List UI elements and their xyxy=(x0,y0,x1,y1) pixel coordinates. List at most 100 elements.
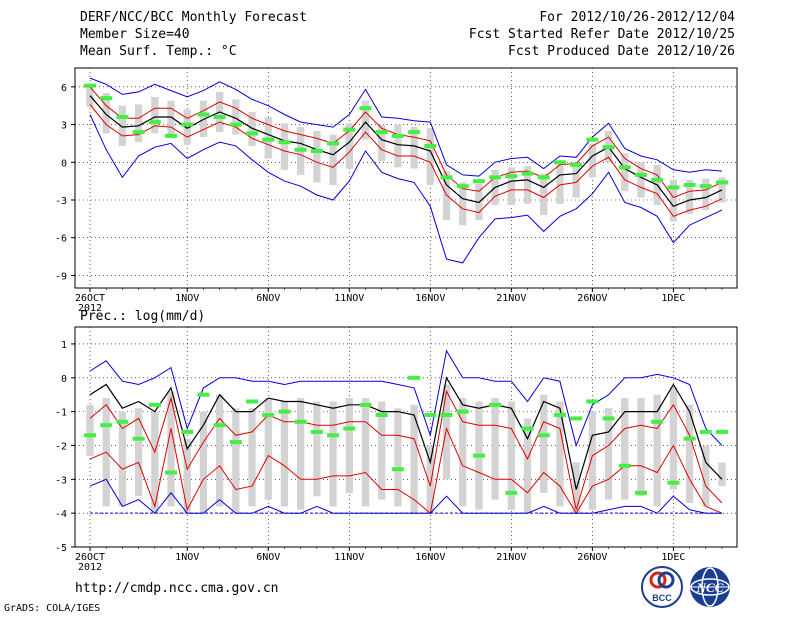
observed-marker xyxy=(408,375,421,380)
observed-marker xyxy=(456,409,469,414)
ensemble-box xyxy=(297,398,305,510)
ensemble-box xyxy=(313,401,321,497)
y-tick-label: 0 xyxy=(61,374,67,385)
x-tick-label: 16NOV xyxy=(415,293,445,304)
observed-marker xyxy=(521,426,534,431)
observed-marker xyxy=(375,413,388,417)
observed-marker xyxy=(683,182,696,187)
ensemble-box xyxy=(621,398,629,500)
ensemble-box xyxy=(102,93,110,134)
observed-marker xyxy=(116,419,129,424)
observed-marker xyxy=(634,172,647,177)
observed-marker xyxy=(618,165,631,170)
ensemble-box xyxy=(215,394,224,507)
x-tick-label: 26OCT xyxy=(75,552,105,563)
ensemble-box xyxy=(426,445,434,514)
ensemble-box xyxy=(540,173,548,216)
observed-marker xyxy=(489,175,502,180)
observed-marker xyxy=(327,141,340,146)
observed-marker xyxy=(278,409,291,414)
observed-marker xyxy=(424,143,437,148)
member-size: Member Size=40 xyxy=(80,27,190,42)
observed-marker xyxy=(197,112,210,117)
observed-marker xyxy=(100,96,113,101)
observed-marker xyxy=(310,148,323,153)
ensemble-box xyxy=(248,408,256,507)
y-tick-label: 0 xyxy=(61,158,67,169)
series-ensemble-max xyxy=(89,77,723,177)
plot-frame xyxy=(74,67,738,289)
x-tick-label: 26OCT xyxy=(75,293,105,304)
ensemble-box xyxy=(637,162,645,198)
observed-marker xyxy=(618,463,631,468)
ensemble-box xyxy=(248,112,256,146)
observed-marker xyxy=(634,490,647,495)
ensemble-box xyxy=(556,401,564,507)
observed-marker xyxy=(132,436,145,441)
observed-marker xyxy=(343,127,356,132)
y-tick-label: -4 xyxy=(55,509,67,520)
produced-date: Fcst Produced Date 2012/10/26 xyxy=(508,44,735,59)
ensemble-box xyxy=(394,124,402,168)
x-tick-label: 1NOV xyxy=(175,552,199,563)
y-tick-label: -3 xyxy=(55,475,67,486)
observed-marker xyxy=(472,453,485,458)
ensemble-box xyxy=(540,394,548,493)
observed-marker xyxy=(148,402,161,407)
ensemble-box xyxy=(361,398,370,507)
observed-marker xyxy=(343,426,356,431)
observed-marker xyxy=(570,416,583,421)
observed-marker xyxy=(197,392,210,397)
series-ensemble-mean xyxy=(89,376,723,490)
observed-marker xyxy=(570,162,583,167)
y-tick-label: 6 xyxy=(61,83,67,94)
ensemble-box xyxy=(329,401,337,507)
series-ensemble-min xyxy=(89,114,723,264)
variable-label: Mean Surf. Temp.: °C xyxy=(80,44,237,59)
ensemble-box xyxy=(183,109,191,145)
series-ensemble-mean xyxy=(89,95,723,208)
ensemble-box xyxy=(653,394,661,507)
ensemble-box xyxy=(426,128,434,185)
ensemble-box xyxy=(394,408,402,507)
observed-marker xyxy=(116,115,129,120)
ensemble-box xyxy=(523,166,532,204)
observed-marker xyxy=(521,171,534,176)
x-tick-label: 21NOV xyxy=(496,552,526,563)
ensemble-box xyxy=(718,462,726,487)
observed-marker xyxy=(586,137,599,142)
observed-marker xyxy=(391,133,404,138)
y-tick-label: -2 xyxy=(55,441,67,452)
observed-marker xyxy=(489,402,502,407)
ensemble-box xyxy=(702,445,710,507)
observed-marker xyxy=(294,419,307,424)
ensemble-box xyxy=(410,127,418,169)
ensemble-box xyxy=(556,161,564,204)
ensemble-box xyxy=(459,398,467,507)
observed-marker xyxy=(84,433,96,438)
ensemble-box xyxy=(313,130,321,183)
observed-marker xyxy=(472,179,485,184)
series-upper-spread xyxy=(89,389,723,510)
ensemble-box xyxy=(442,384,451,480)
footer-url[interactable]: http://cmdp.ncc.cma.gov.cn xyxy=(75,581,279,596)
x-tick-label: 6NOV xyxy=(256,552,280,563)
y-tick-label: -3 xyxy=(55,196,67,207)
observed-marker xyxy=(246,399,259,404)
observed-marker xyxy=(440,413,453,417)
start-date: Fcst Started Refer Date 2012/10/25 xyxy=(468,27,735,42)
x-tick-label: 1NOV xyxy=(175,293,199,304)
ensemble-box xyxy=(232,99,240,135)
ensemble-box xyxy=(702,178,710,211)
observed-marker xyxy=(229,440,242,445)
ensemble-box xyxy=(588,411,597,510)
x-tick-label: 16NOV xyxy=(415,552,445,563)
observed-marker xyxy=(699,429,712,434)
observed-marker xyxy=(586,399,599,404)
x-tick-label: 26NOV xyxy=(577,552,607,563)
ensemble-box xyxy=(183,438,191,514)
ensemble-box xyxy=(118,411,127,507)
observed-marker xyxy=(359,106,372,111)
ensemble-box xyxy=(604,408,613,500)
